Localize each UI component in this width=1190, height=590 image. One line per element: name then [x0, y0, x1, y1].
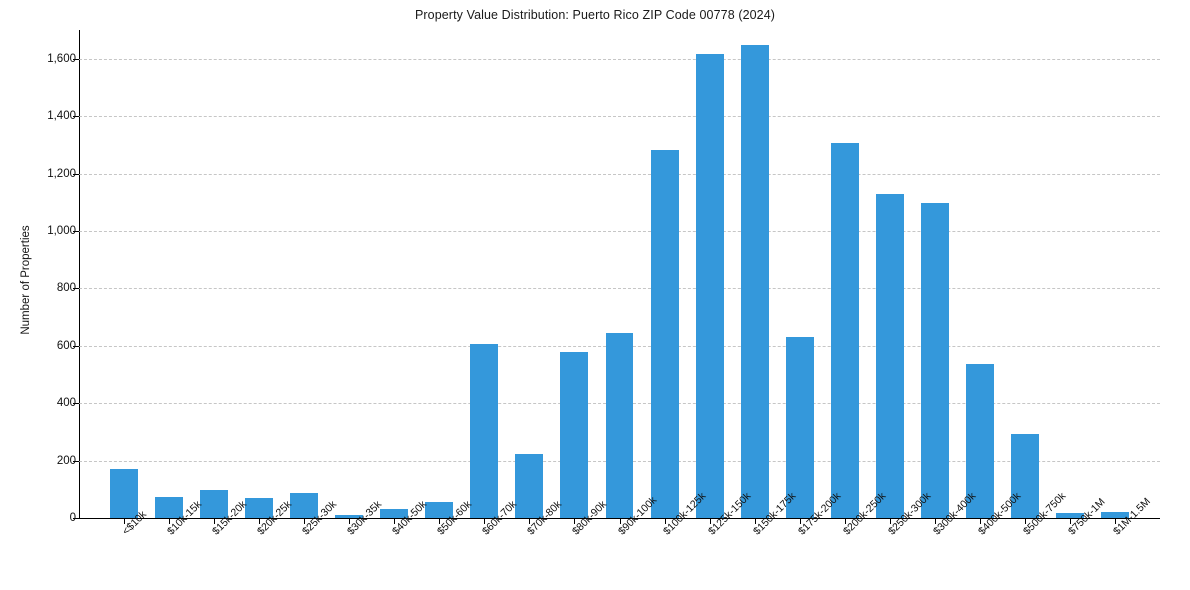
y-axis-tick-label: 200 — [56, 454, 76, 467]
bar — [425, 501, 454, 518]
bar — [830, 143, 859, 518]
x-axis-tick-mark — [259, 518, 261, 524]
x-axis-tick-mark — [709, 518, 711, 524]
bar — [335, 514, 364, 518]
bar — [1010, 434, 1039, 518]
bar — [200, 489, 229, 518]
x-axis-tick-mark — [889, 518, 891, 524]
x-axis-tick-mark — [799, 518, 801, 524]
x-axis-tick-mark — [1114, 518, 1116, 524]
bar — [245, 497, 274, 518]
y-axis-tick-label: 1,600 — [47, 52, 76, 65]
y-axis-tick-label: 600 — [56, 339, 76, 352]
y-axis-title: Number of Properties — [20, 225, 32, 335]
x-axis-tick-mark — [574, 518, 576, 524]
bar — [785, 336, 814, 518]
x-axis-tick-mark — [844, 518, 846, 524]
y-axis-line — [79, 30, 80, 519]
x-axis-tick-mark — [664, 518, 666, 524]
bar — [515, 453, 544, 518]
bar — [155, 496, 184, 518]
bar — [875, 194, 904, 518]
x-axis-tick-mark — [619, 518, 621, 524]
y-axis-tick-label: 1,400 — [47, 110, 76, 123]
bar — [740, 44, 769, 518]
x-axis-tick-mark — [529, 518, 531, 524]
bar — [560, 352, 589, 518]
y-axis-tick-label: 800 — [56, 282, 76, 295]
x-axis-tick-mark — [394, 518, 396, 524]
bar — [1100, 512, 1129, 518]
x-axis-tick-mark — [934, 518, 936, 524]
bar — [650, 149, 679, 518]
x-axis-tick-mark — [1024, 518, 1026, 524]
bar — [965, 363, 994, 518]
y-axis-tick-label: 1,000 — [47, 224, 76, 237]
y-axis-tick-label: 1,200 — [47, 167, 76, 180]
bar — [470, 344, 499, 518]
chart-title: Property Value Distribution: Puerto Rico… — [414, 8, 776, 22]
x-axis-tick-mark — [214, 518, 216, 524]
x-axis-tick-mark — [439, 518, 441, 524]
bar — [1055, 512, 1084, 518]
x-axis-tick-mark — [304, 518, 306, 524]
x-axis-tick-mark — [754, 518, 756, 524]
x-axis-tick-mark — [979, 518, 981, 524]
x-axis-tick-mark — [124, 518, 126, 524]
x-axis-tick-mark — [349, 518, 351, 524]
y-axis-tick-label: 0 — [69, 512, 76, 524]
x-axis-tick-mark — [1069, 518, 1071, 524]
bar — [110, 468, 138, 518]
x-axis-tick-mark — [484, 518, 486, 524]
plot-area — [79, 30, 1160, 518]
bar-series — [79, 30, 1160, 518]
bar — [920, 202, 949, 518]
y-axis-tick-label: 400 — [56, 397, 76, 410]
bar — [380, 508, 409, 518]
x-axis-tick-mark — [169, 518, 171, 524]
bar — [290, 493, 319, 518]
bar — [605, 332, 634, 518]
bar — [695, 53, 724, 518]
